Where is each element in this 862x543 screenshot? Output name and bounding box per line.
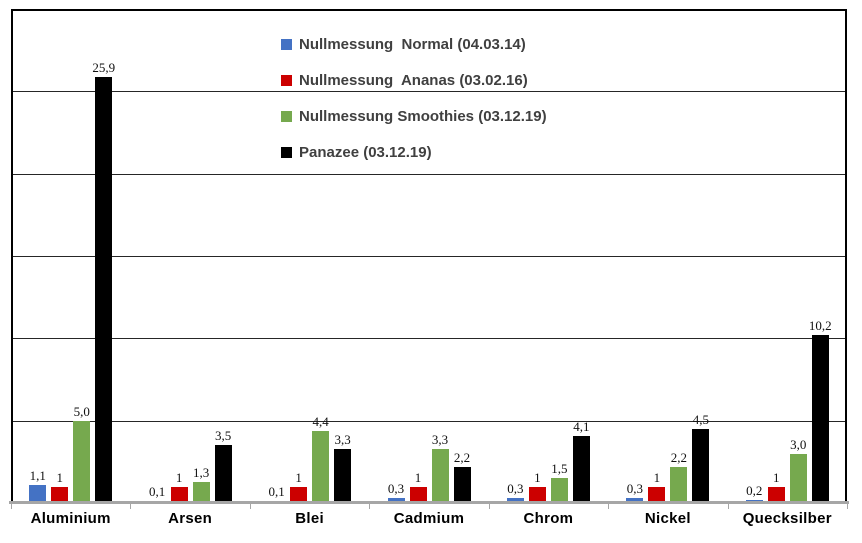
bar-value-label: 5,0 (73, 403, 90, 419)
legend: Nullmessung Normal (04.03.14) Nullmessung… (281, 36, 547, 161)
x-axis-line (9, 501, 849, 504)
bar-value-label: 4,4 (312, 413, 329, 429)
legend-item: Nullmessung Ananas (03.02.16) (281, 72, 547, 89)
bar-value-label: 4,1 (573, 418, 590, 434)
legend-label: Nullmessung Normal (04.03.14) (299, 36, 526, 53)
bar (73, 420, 91, 503)
category-label: Blei (295, 510, 324, 527)
bar (51, 486, 69, 503)
gridline (13, 421, 845, 422)
x-axis-tick (608, 504, 610, 509)
gridline (13, 174, 845, 175)
x-axis-tick (11, 504, 12, 509)
bar-value-label: 2,2 (453, 449, 471, 465)
bar-value-label: 1 (414, 469, 422, 485)
bar (431, 448, 449, 503)
x-axis-tick (130, 504, 132, 509)
bar-value-label: 0,1 (148, 484, 166, 500)
category-label: Nickel (644, 510, 691, 527)
bar (334, 448, 352, 503)
bar (409, 486, 427, 503)
legend-color-swatch (281, 147, 292, 158)
bar-value-label: 3,3 (334, 431, 351, 447)
bar (767, 486, 785, 503)
legend-item: Panazee (03.12.19) (281, 144, 547, 161)
legend-label: Panazee (03.12.19) (299, 144, 432, 161)
category-label: Arsen (168, 510, 213, 527)
bar-value-label: 3,3 (431, 431, 449, 447)
bar (170, 486, 188, 503)
bar (387, 498, 405, 503)
bar (29, 484, 47, 503)
bar-value-label: 0,3 (507, 481, 524, 497)
gridline (13, 256, 845, 257)
bar-value-label: 25,9 (92, 59, 116, 75)
bar (453, 466, 471, 503)
bar-value-label: 1 (175, 469, 183, 485)
bar (214, 445, 232, 503)
gridline (13, 91, 845, 92)
x-axis-tick (369, 504, 371, 509)
bar (789, 453, 807, 503)
bar-value-label: 2,2 (670, 449, 688, 465)
category-label: Cadmium (393, 510, 465, 527)
plot-area (11, 9, 847, 503)
bar-value-label: 4,5 (692, 411, 710, 427)
bar (528, 486, 546, 503)
bar-value-label: 3,5 (214, 428, 232, 444)
bar-value-label: 1,1 (29, 467, 46, 483)
bar-value-label: 1 (295, 469, 302, 485)
legend-item: Nullmessung Normal (04.03.14) (281, 36, 547, 53)
gridline (13, 338, 845, 339)
legend-color-swatch (281, 111, 292, 122)
bar-value-label: 1 (653, 469, 661, 485)
bar (312, 430, 330, 503)
bar (692, 428, 710, 503)
bar (550, 478, 568, 503)
bar (95, 76, 113, 503)
bar-value-label: 0,3 (626, 481, 644, 497)
bar (192, 481, 210, 503)
bar (290, 486, 308, 503)
category-label: Aluminium (30, 510, 111, 527)
bar-value-label: 1 (56, 469, 63, 485)
bar-value-label: 1 (773, 469, 780, 485)
category-label: Chrom (523, 510, 574, 527)
x-axis-tick (488, 504, 490, 509)
bar (626, 498, 644, 503)
legend-color-swatch (281, 75, 292, 86)
bar-value-label: 1,5 (551, 461, 568, 477)
bar-value-label: 0,1 (268, 484, 285, 500)
legend-color-swatch (281, 39, 292, 50)
legend-item: Nullmessung Smoothies (03.12.19) (281, 108, 547, 125)
category-label: Quecksilber (742, 510, 832, 527)
legend-label: Nullmessung Ananas (03.02.16) (299, 72, 528, 89)
x-axis-tick (249, 504, 251, 509)
bar-value-label: 0,3 (387, 481, 405, 497)
bar-value-label: 10,2 (808, 318, 832, 333)
legend-label: Nullmessung Smoothies (03.12.19) (299, 108, 547, 125)
bar-value-label: 3,0 (790, 436, 807, 452)
bar (648, 486, 666, 503)
bar (811, 335, 829, 503)
x-axis-tick (847, 504, 848, 509)
bar-value-label: 1,3 (192, 464, 210, 480)
bar-value-label: 1 (534, 469, 541, 485)
x-axis-tick (727, 504, 729, 509)
bar-value-label: 0,2 (746, 482, 763, 498)
bar (572, 435, 590, 503)
bar (506, 498, 524, 503)
bar (670, 466, 688, 503)
